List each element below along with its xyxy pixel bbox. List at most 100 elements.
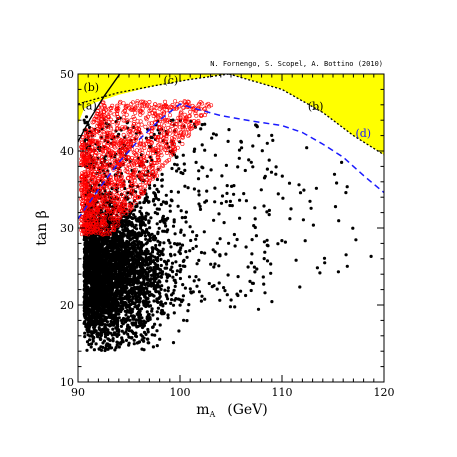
black-point <box>150 333 154 337</box>
black-point <box>311 223 315 227</box>
black-point <box>141 280 146 285</box>
black-point <box>170 298 174 302</box>
black-point <box>117 312 121 316</box>
black-point <box>143 223 147 227</box>
black-point <box>150 136 154 140</box>
black-point <box>108 294 112 298</box>
black-point <box>139 206 143 210</box>
red-point <box>166 125 171 130</box>
black-point <box>163 266 167 270</box>
red-point <box>147 121 152 126</box>
black-point <box>146 330 150 334</box>
black-point <box>97 276 101 281</box>
black-point <box>134 265 138 269</box>
black-point <box>271 138 275 142</box>
black-point <box>230 204 234 208</box>
black-point <box>153 203 157 207</box>
black-point <box>132 282 136 286</box>
black-point <box>263 250 267 254</box>
black-point <box>176 204 180 208</box>
black-point <box>157 267 161 271</box>
black-point <box>125 293 129 297</box>
black-point <box>171 270 175 274</box>
black-point <box>309 206 313 210</box>
black-point <box>160 312 164 316</box>
black-point <box>129 302 133 307</box>
red-point <box>167 113 172 118</box>
black-point <box>169 198 173 202</box>
black-point <box>90 260 94 264</box>
black-point <box>103 325 107 329</box>
black-point <box>302 188 306 192</box>
black-point <box>173 298 177 302</box>
black-point <box>269 262 273 266</box>
black-point <box>119 309 123 314</box>
black-point <box>262 204 266 208</box>
black-point <box>207 281 211 286</box>
black-point <box>110 253 114 257</box>
black-point <box>143 275 147 279</box>
black-point <box>106 266 110 270</box>
black-point <box>120 225 124 229</box>
black-point <box>188 287 192 291</box>
black-point <box>144 237 148 241</box>
black-point <box>187 275 192 279</box>
black-point <box>209 168 213 172</box>
black-point <box>205 189 209 193</box>
black-point <box>235 237 239 242</box>
black-point <box>157 198 161 202</box>
black-point <box>253 270 257 274</box>
red-point <box>131 114 136 119</box>
black-point <box>168 209 172 213</box>
black-point <box>156 306 160 310</box>
black-point <box>132 213 136 217</box>
black-point <box>86 260 90 265</box>
black-point <box>113 293 117 297</box>
black-point <box>254 234 258 238</box>
black-point <box>100 319 104 323</box>
black-point <box>191 246 195 251</box>
black-point <box>298 191 303 195</box>
black-point <box>99 331 103 335</box>
black-point <box>181 264 185 268</box>
black-point <box>136 231 140 235</box>
black-point <box>93 325 97 329</box>
black-point <box>213 153 217 157</box>
black-point <box>117 316 121 320</box>
black-point <box>217 264 221 268</box>
black-point <box>156 230 160 234</box>
black-point <box>157 226 161 230</box>
black-point <box>210 136 214 140</box>
black-point <box>179 230 183 234</box>
black-point <box>140 334 144 338</box>
black-point <box>155 329 159 333</box>
black-point <box>122 269 126 273</box>
black-point <box>131 265 135 269</box>
black-point <box>148 234 152 238</box>
black-point <box>345 185 349 189</box>
black-point <box>121 288 126 292</box>
black-point <box>154 289 158 293</box>
black-point <box>127 251 131 255</box>
black-point <box>110 263 114 267</box>
black-point <box>108 255 112 259</box>
black-point <box>133 231 137 235</box>
black-point <box>140 257 144 261</box>
black-point <box>83 265 87 269</box>
black-point <box>145 230 149 234</box>
black-point <box>115 327 119 331</box>
black-point <box>111 247 115 251</box>
black-point <box>164 224 168 228</box>
black-point <box>166 313 170 317</box>
black-point <box>174 260 178 264</box>
black-point <box>111 337 115 341</box>
black-point <box>121 307 125 311</box>
black-point <box>118 234 122 238</box>
black-point <box>92 315 96 319</box>
black-point <box>223 289 227 293</box>
black-point <box>228 199 232 203</box>
black-point <box>197 169 201 173</box>
black-point <box>120 236 124 241</box>
black-point <box>155 259 160 263</box>
black-point <box>129 258 134 262</box>
